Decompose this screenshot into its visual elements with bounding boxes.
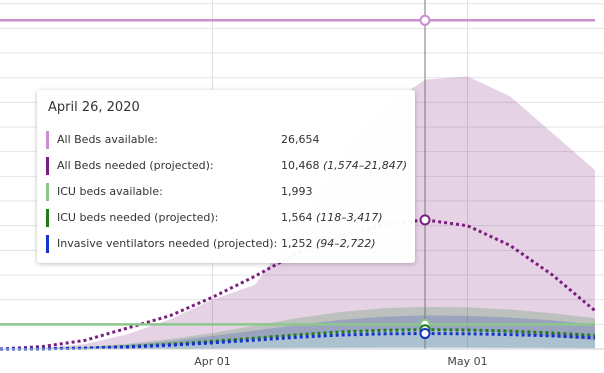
range-label: (118–3,417) <box>316 211 383 224</box>
legend-label: All Beds needed (projected): <box>57 159 214 172</box>
hover-point <box>419 328 431 340</box>
value-label: 1,564 <box>281 211 313 224</box>
uncertainty-band <box>0 306 595 349</box>
series-line <box>0 218 596 351</box>
value-label: 1,993 <box>281 185 313 198</box>
legend-swatch <box>46 235 49 253</box>
legend-label: ICU beds available: <box>57 185 163 198</box>
tooltip-row: Invasive ventilators needed (projected):… <box>46 235 406 253</box>
legend-label: All Beds available: <box>57 133 159 146</box>
hover-point <box>419 14 431 26</box>
x-tick-label: Apr 01 <box>194 355 231 368</box>
tooltip-row: All Beds needed (projected): 10,468 (1,57… <box>46 157 407 175</box>
tooltip-row: ICU beds needed (projected): 1,564 (118–3… <box>46 209 406 227</box>
legend-swatch <box>46 209 49 227</box>
value-label: 1,252 <box>281 237 313 250</box>
uncertainty-band <box>0 76 595 350</box>
value-label: 26,654 <box>281 133 320 146</box>
range-label: (94–2,722) <box>316 237 376 250</box>
tooltip-row: All Beds available: 26,654 <box>46 131 406 149</box>
legend-swatch <box>46 157 49 175</box>
tooltip-value: 1,252 (94–2,722) <box>281 237 376 250</box>
legend-label: ICU beds needed (projected): <box>57 211 219 224</box>
tooltip-row: ICU beds available: 1,993 <box>46 183 406 201</box>
legend-swatch <box>46 183 49 201</box>
range-label: (1,574–21,847) <box>323 159 408 172</box>
legend-swatch <box>46 131 49 149</box>
tooltip-value: 10,468 (1,574–21,847) <box>281 159 407 172</box>
tooltip-value: 26,654 <box>281 133 320 146</box>
tooltip-value: 1,564 (118–3,417) <box>281 211 383 224</box>
hover-point <box>419 214 431 226</box>
x-tick-label: May 01 <box>447 355 487 368</box>
legend-label: Invasive ventilators needed (projected): <box>57 237 278 250</box>
value-label: 10,468 <box>281 159 320 172</box>
tooltip: April 26, 2020 All Beds available: 26,654… <box>37 90 415 263</box>
tooltip-value: 1,993 <box>281 185 313 198</box>
tooltip-title: April 26, 2020 <box>48 100 140 115</box>
